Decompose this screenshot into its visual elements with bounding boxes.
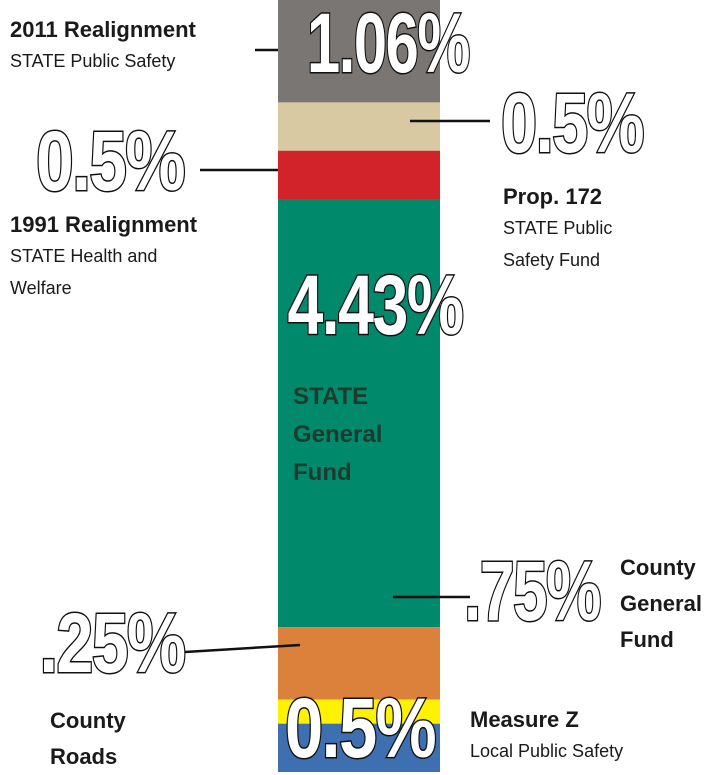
value-label: 0.5%	[36, 114, 184, 208]
bar-segment	[278, 199, 440, 628]
series-subtitle: STATE Health and Welfare	[10, 246, 158, 298]
bar-segment	[278, 723, 440, 772]
value-label: 0.5%	[285, 681, 435, 772]
bar-segment	[278, 150, 440, 200]
series-subtitle: STATE Public Safety	[10, 51, 176, 71]
value-label: .25%	[40, 596, 185, 690]
series-name: County General Fund	[620, 555, 702, 652]
bar-segment	[278, 627, 440, 700]
series-name: 2011 Realignment	[10, 17, 196, 42]
series-name: 1991 Realignment	[10, 212, 198, 237]
series-name: STATE General Fund	[293, 383, 383, 486]
series-subtitle: Local Public Safety	[470, 741, 624, 761]
value-label: 0.5%	[501, 76, 643, 170]
bar-segment	[278, 699, 440, 724]
bar-segment	[278, 0, 440, 103]
series-subtitle: STATE Public Safety Fund	[503, 218, 613, 270]
value-label: 1.06%	[307, 0, 469, 90]
series-name: Prop. 172	[503, 184, 603, 209]
value-label: .75%	[464, 544, 600, 638]
value-label: 4.43%	[288, 258, 463, 352]
connector	[184, 643, 301, 654]
bar-segment	[278, 102, 440, 151]
series-name: County Roads	[50, 708, 126, 769]
series-name: Measure Z	[470, 707, 579, 732]
